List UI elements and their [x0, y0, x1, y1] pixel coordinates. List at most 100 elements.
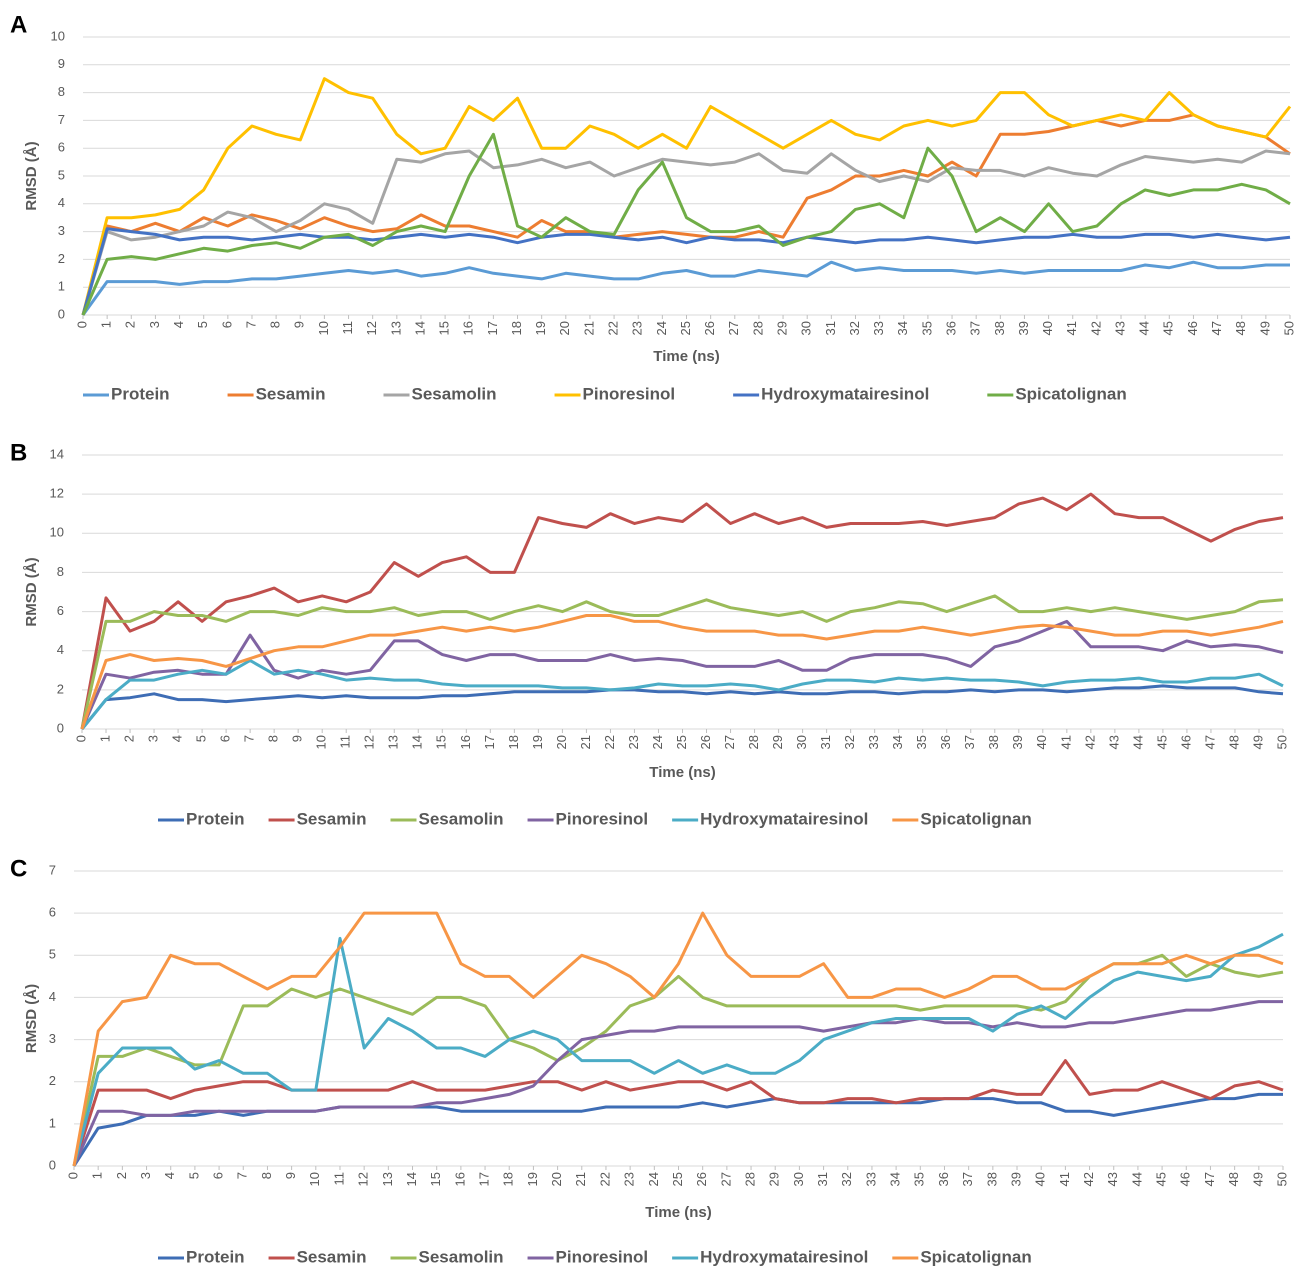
x-tick-label: 28 — [742, 1172, 757, 1186]
y-tick-label: 9 — [58, 56, 65, 71]
x-tick-label: 34 — [888, 1172, 903, 1186]
x-tick-label: 5 — [195, 321, 210, 328]
x-axis-title: Time (ns) — [653, 348, 719, 365]
x-tick-label: 11 — [331, 1172, 346, 1186]
panel-label: A — [10, 11, 27, 38]
y-tick-label: 2 — [57, 681, 64, 696]
x-tick-label: 50 — [1274, 1172, 1289, 1186]
x-tick-label: 17 — [476, 1172, 491, 1186]
x-tick-label: 43 — [1106, 735, 1121, 749]
x-tick-label: 46 — [1185, 321, 1200, 335]
x-tick-label: 35 — [912, 1172, 927, 1186]
x-tick-label: 34 — [890, 735, 905, 749]
x-tick-label: 12 — [362, 735, 377, 749]
y-tick-label: 0 — [49, 1157, 56, 1172]
x-tick-label: 4 — [171, 321, 186, 328]
x-tick-label: 39 — [1016, 321, 1031, 335]
x-tick-label: 44 — [1129, 1172, 1144, 1186]
x-tick-label: 10 — [314, 735, 329, 749]
series-line — [72, 1092, 1283, 1167]
y-tick-label: 10 — [51, 28, 65, 43]
legend-label: Pinoresinol — [556, 1247, 649, 1266]
series-line — [81, 227, 1291, 316]
y-tick-label: 14 — [50, 446, 64, 461]
x-tick-label: 49 — [1250, 1172, 1265, 1186]
x-tick-label: 24 — [654, 321, 669, 335]
series-line — [72, 932, 1284, 1167]
x-tick-label: 33 — [866, 735, 881, 749]
y-tick-label: 7 — [49, 862, 56, 877]
x-tick-label: 21 — [578, 735, 593, 749]
x-tick-label: 4 — [170, 735, 185, 742]
legend-label: Sesamin — [256, 384, 326, 403]
x-tick-label: 41 — [1064, 321, 1079, 335]
x-tick-label: 36 — [943, 321, 958, 335]
x-tick-label: 31 — [815, 1172, 830, 1186]
x-tick-label: 26 — [694, 1172, 709, 1186]
x-tick-label: 44 — [1137, 321, 1152, 335]
x-tick-label: 13 — [380, 1172, 395, 1186]
x-tick-label: 43 — [1105, 1172, 1120, 1186]
x-tick-label: 29 — [770, 735, 785, 749]
x-tick-label: 6 — [218, 735, 233, 742]
y-tick-label: 4 — [49, 989, 56, 1004]
x-tick-label: 9 — [283, 1172, 298, 1179]
x-tick-label: 38 — [986, 735, 1001, 749]
x-tick-label: 45 — [1161, 321, 1176, 335]
legend-label: Spicatolignan — [920, 1247, 1031, 1266]
x-tick-label: 47 — [1209, 321, 1224, 335]
x-tick-label: 25 — [674, 735, 689, 749]
x-tick-label: 1 — [97, 735, 112, 742]
x-tick-label: 15 — [428, 1172, 443, 1186]
legend-label: Hydroxymatairesinol — [761, 384, 929, 403]
series-line — [80, 659, 1284, 730]
legend-label: Protein — [186, 809, 245, 828]
legend-label: Hydroxymatairesinol — [700, 1247, 868, 1266]
x-tick-label: 9 — [290, 735, 305, 742]
x-tick-label: 5 — [186, 1172, 201, 1179]
panel-label: B — [10, 439, 27, 466]
x-tick-label: 26 — [702, 321, 717, 335]
legend-label: Sesamin — [297, 809, 367, 828]
x-tick-label: 13 — [388, 321, 403, 335]
legend-label: Hydroxymatairesinol — [700, 809, 868, 828]
series-line — [72, 1000, 1283, 1167]
x-tick-label: 19 — [530, 735, 545, 749]
y-tick-label: 5 — [58, 167, 65, 182]
x-tick-label: 48 — [1226, 735, 1241, 749]
x-tick-label: 14 — [410, 735, 425, 749]
x-tick-label: 1 — [99, 321, 114, 328]
x-tick-label: 27 — [718, 1172, 733, 1186]
y-tick-label: 8 — [57, 564, 64, 579]
y-tick-label: 0 — [57, 720, 64, 735]
x-axis-title: Time (ns) — [645, 1204, 711, 1221]
x-tick-label: 28 — [746, 735, 761, 749]
x-tick-label: 32 — [847, 321, 862, 335]
series-line — [80, 619, 1284, 730]
legend-label: Spicatolignan — [920, 809, 1031, 828]
y-tick-label: 3 — [49, 1031, 56, 1046]
x-tick-label: 38 — [984, 1172, 999, 1186]
x-tick-label: 14 — [412, 321, 427, 335]
x-tick-label: 41 — [1057, 1172, 1072, 1186]
x-tick-label: 17 — [485, 321, 500, 335]
x-tick-label: 8 — [268, 321, 283, 328]
x-tick-label: 22 — [602, 735, 617, 749]
series-line — [81, 77, 1292, 316]
x-tick-label: 39 — [1008, 1172, 1023, 1186]
x-tick-label: 2 — [121, 735, 136, 742]
x-tick-label: 16 — [461, 321, 476, 335]
x-tick-label: 18 — [506, 735, 521, 749]
x-tick-label: 37 — [968, 321, 983, 335]
x-tick-label: 2 — [123, 321, 138, 328]
x-tick-label: 24 — [650, 735, 665, 749]
x-tick-label: 30 — [791, 1172, 806, 1186]
x-tick-label: 36 — [938, 735, 953, 749]
x-tick-label: 35 — [919, 321, 934, 335]
x-tick-label: 29 — [767, 1172, 782, 1186]
y-tick-label: 4 — [57, 642, 64, 657]
series-line — [80, 594, 1284, 730]
x-tick-label: 15 — [437, 321, 452, 335]
